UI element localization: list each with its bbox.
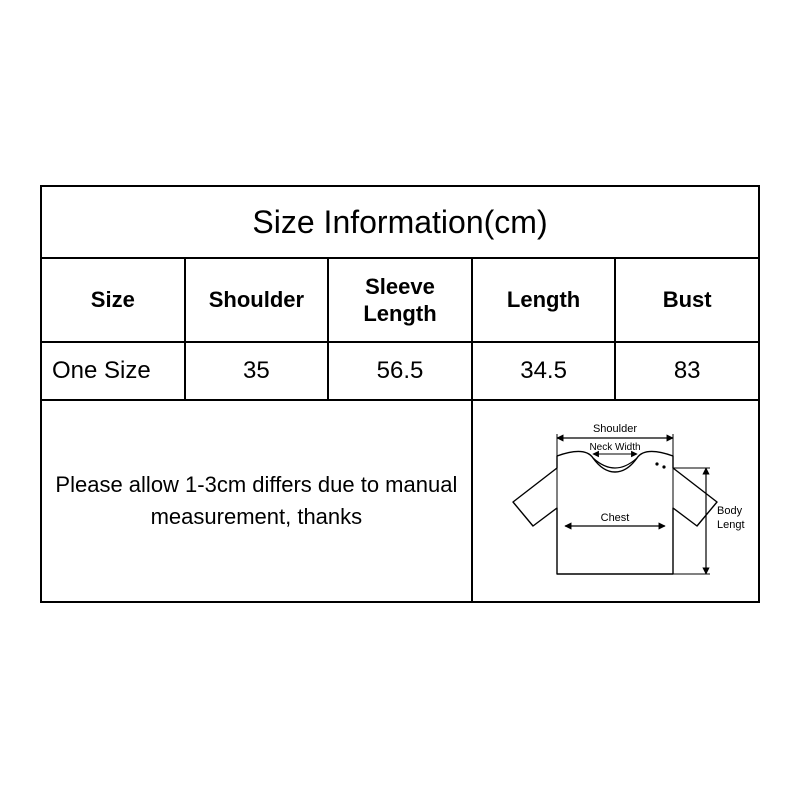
col-sleeve: SleeveLength <box>328 258 472 342</box>
col-size: Size <box>41 258 185 342</box>
cell-bust: 83 <box>615 342 759 400</box>
cell-length: 34.5 <box>472 342 616 400</box>
cell-sleeve: 56.5 <box>328 342 472 400</box>
label-body: Body <box>717 505 743 517</box>
label-length: Length <box>717 519 745 531</box>
label-shoulder: Shoulder <box>593 423 637 435</box>
size-table: Size Information(cm) Size Shoulder Sleev… <box>40 185 760 603</box>
note-cell: Please allow 1-3cm differs due to manual… <box>41 400 472 602</box>
cell-size: One Size <box>41 342 185 400</box>
col-sleeve-label: SleeveLength <box>363 274 436 327</box>
diagram-cell: Shoulder Neck Width Chest Body Length <box>472 400 759 602</box>
label-neck-width: Neck Width <box>590 442 641 453</box>
table-row: One Size 35 56.5 34.5 83 <box>41 342 759 400</box>
col-length: Length <box>472 258 616 342</box>
label-chest: Chest <box>601 512 630 524</box>
measurement-note: Please allow 1-3cm differs due to manual… <box>42 469 471 533</box>
shirt-diagram: Shoulder Neck Width Chest Body Length <box>485 416 745 586</box>
size-chart-container: Size Information(cm) Size Shoulder Sleev… <box>40 185 760 603</box>
col-shoulder: Shoulder <box>185 258 329 342</box>
cell-shoulder: 35 <box>185 342 329 400</box>
table-header-row: Size Shoulder SleeveLength Length Bust <box>41 258 759 342</box>
table-title: Size Information(cm) <box>41 186 759 258</box>
col-bust: Bust <box>615 258 759 342</box>
note-row: Please allow 1-3cm differs due to manual… <box>41 400 759 602</box>
